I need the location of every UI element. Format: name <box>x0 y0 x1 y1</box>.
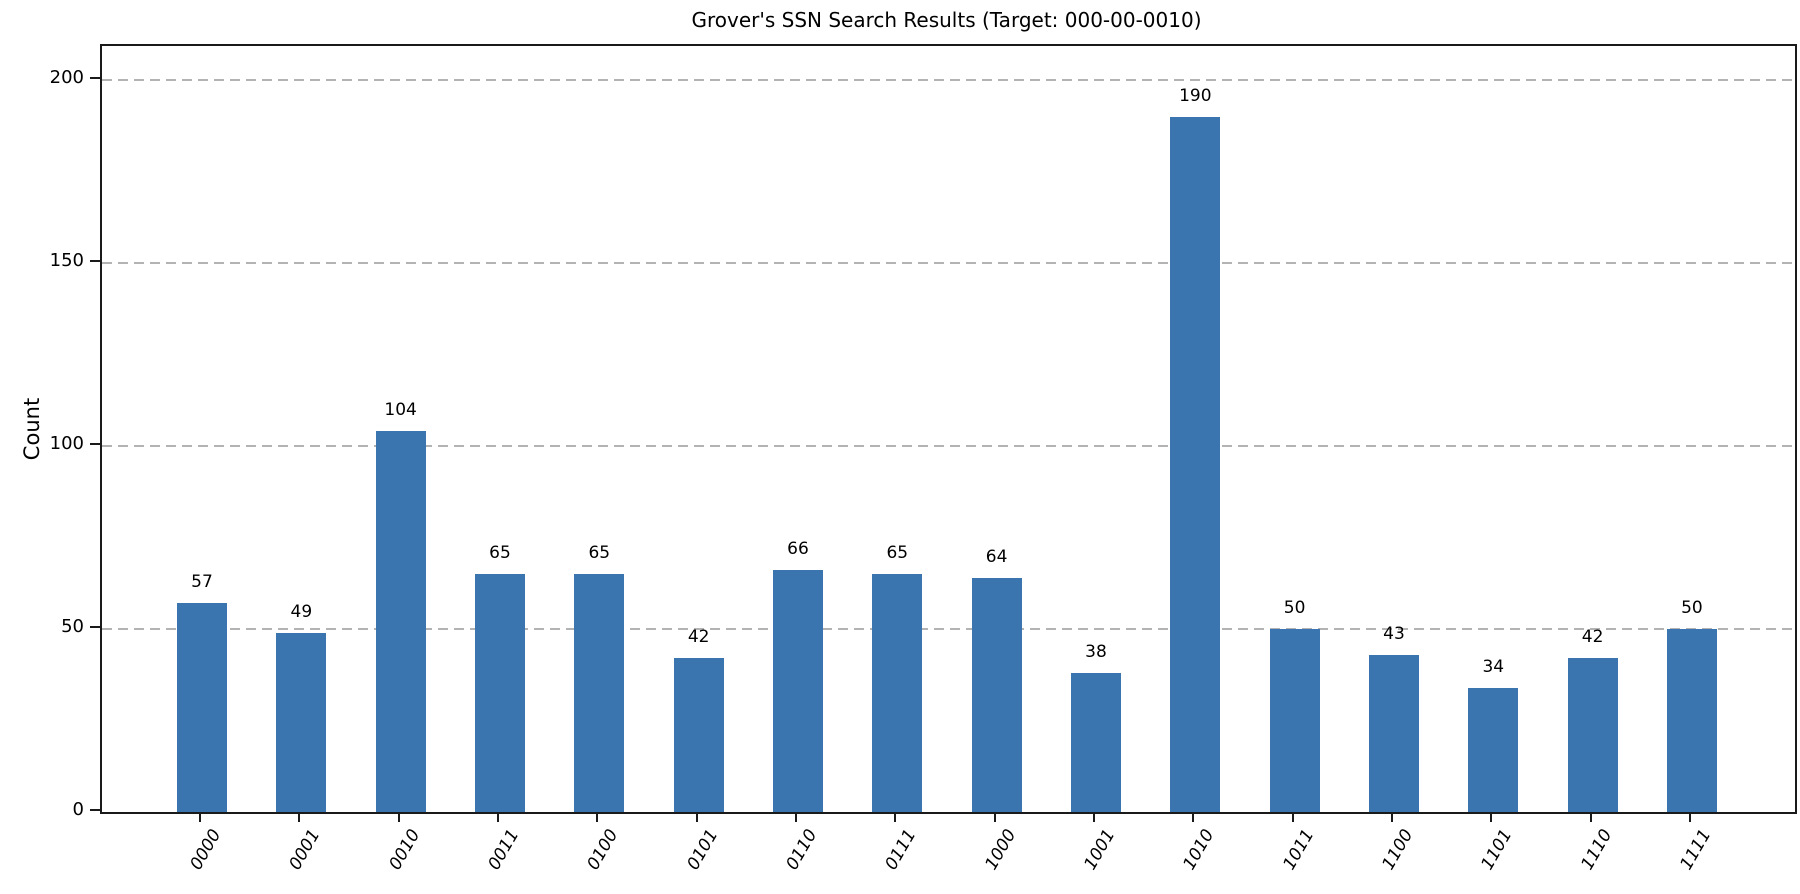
x-tick-mark <box>794 812 797 822</box>
bar-0000 <box>177 603 227 812</box>
bar-value-label: 50 <box>1283 598 1306 618</box>
x-tick-mark <box>993 812 996 822</box>
bar-value-label: 104 <box>384 400 417 421</box>
bar-value-label: 190 <box>1179 85 1212 106</box>
gridline-y50 <box>102 628 1795 630</box>
x-tick-label: 1101 <box>1477 826 1517 874</box>
bar-value-label: 66 <box>787 539 809 560</box>
y-tick-label: 50 <box>61 616 84 637</box>
bar-0111 <box>872 574 923 812</box>
gridline-y150 <box>102 262 1795 265</box>
bar-0011 <box>474 574 525 812</box>
plot-area: 57 49 104 65 65 42 66 65 64 38 190 50 43 34 42 50 <box>100 44 1797 814</box>
y-tick-mark <box>90 77 100 80</box>
x-tick-label: 0011 <box>484 826 524 874</box>
x-tick-label: 1010 <box>1179 826 1219 874</box>
chart-title: Grover's SSN Search Results (Target: 000… <box>691 8 1202 32</box>
y-tick-mark <box>90 809 100 811</box>
y-tick-label: 0 <box>72 799 84 820</box>
bar-value-label: 50 <box>1681 598 1703 618</box>
bar-0010 <box>375 431 426 812</box>
bar-value-label: 42 <box>687 627 710 648</box>
x-tick-label: 0000 <box>186 826 226 874</box>
y-tick-mark <box>90 260 100 263</box>
x-tick-label: 1111 <box>1676 826 1716 874</box>
y-tick-mark <box>90 626 100 628</box>
x-tick-label: 1000 <box>980 826 1020 874</box>
bar-value-label: 64 <box>985 546 1008 567</box>
x-tick-mark <box>1390 812 1393 822</box>
x-tick-label: 0010 <box>385 826 424 874</box>
bar-1111 <box>1666 629 1717 812</box>
x-tick-mark <box>894 812 897 822</box>
bar-0110 <box>772 570 823 812</box>
bar-0100 <box>574 574 625 812</box>
bar-1000 <box>971 577 1022 812</box>
bar-1101 <box>1468 687 1519 812</box>
x-tick-label: 1001 <box>1080 826 1120 874</box>
x-tick-label: 1011 <box>1278 826 1318 874</box>
x-tick-mark <box>199 812 201 822</box>
y-tick-label: 150 <box>49 250 84 272</box>
bar-0001 <box>276 632 327 812</box>
x-tick-mark <box>397 812 400 822</box>
x-tick-label: 0110 <box>782 826 822 874</box>
y-tick-label: 200 <box>49 67 84 89</box>
x-tick-mark <box>1192 812 1195 822</box>
bar-value-label: 38 <box>1085 641 1107 662</box>
x-tick-mark <box>298 812 301 822</box>
bar-value-label: 43 <box>1383 623 1405 644</box>
bar-1001 <box>1070 672 1121 812</box>
x-tick-label: 0111 <box>881 826 921 874</box>
x-tick-mark <box>596 812 599 822</box>
bar-value-label: 34 <box>1482 656 1505 677</box>
x-tick-mark <box>1291 812 1294 822</box>
y-axis-label: Count <box>20 397 44 461</box>
y-tick-mark <box>90 443 100 446</box>
bar-value-label: 65 <box>886 543 909 564</box>
bar-1100 <box>1368 654 1419 812</box>
bar-value-label: 49 <box>290 601 313 622</box>
x-tick-mark <box>1092 812 1095 822</box>
x-tick-label: 0101 <box>683 826 722 874</box>
x-tick-label: 0001 <box>285 826 325 874</box>
gridline-y200 <box>102 79 1795 82</box>
x-tick-label: 1100 <box>1378 826 1418 874</box>
gridline-y100 <box>102 445 1795 448</box>
bar-0101 <box>673 658 724 812</box>
bar-value-label: 65 <box>489 543 511 564</box>
x-tick-mark <box>1688 812 1691 822</box>
x-tick-label: 1110 <box>1576 826 1616 874</box>
x-tick-label: 0100 <box>583 826 623 874</box>
x-tick-mark <box>695 812 698 822</box>
bar-1011 <box>1269 629 1320 812</box>
bar-value-label: 57 <box>191 572 213 593</box>
bar-value-label: 42 <box>1581 627 1604 648</box>
x-tick-mark <box>1490 812 1493 822</box>
y-tick-label: 100 <box>49 433 84 455</box>
bar-value-label: 65 <box>588 543 611 564</box>
bar-1110 <box>1567 658 1618 812</box>
x-tick-mark <box>496 812 499 822</box>
x-tick-mark <box>1589 812 1592 822</box>
bar-1010 <box>1170 116 1221 812</box>
